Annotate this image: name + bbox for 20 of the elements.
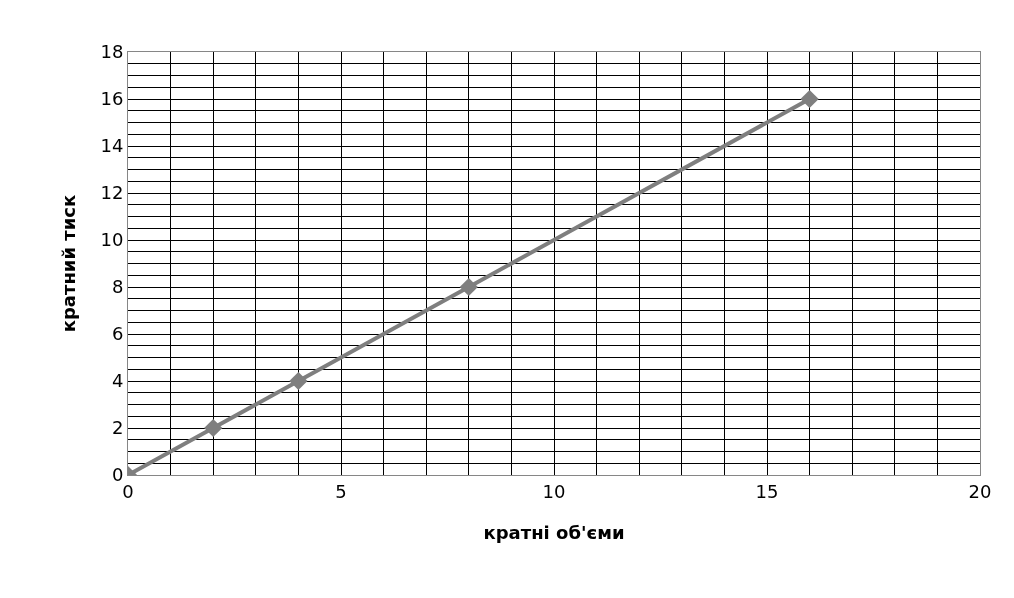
point xyxy=(800,89,819,109)
y-tick-label: 0 xyxy=(111,464,124,486)
x-axis-title: кратні об'єми xyxy=(483,521,625,543)
y-tick-label: 8 xyxy=(111,276,124,298)
x-tick-label: 15 xyxy=(755,480,779,502)
point xyxy=(204,418,223,438)
y-tick-label: 2 xyxy=(111,417,124,439)
y-tick-label: 4 xyxy=(111,370,124,392)
x-tick-label: 10 xyxy=(542,480,566,502)
y-tick-label: 16 xyxy=(100,88,124,110)
y-tick-label: 6 xyxy=(111,323,124,345)
y-tick-label: 14 xyxy=(100,135,124,157)
y-axis-title: кратний тиск xyxy=(57,194,79,333)
point xyxy=(289,371,308,391)
x-tick-label: 20 xyxy=(968,480,992,502)
y-tick-label: 18 xyxy=(100,41,124,63)
y-tick-label: 10 xyxy=(100,229,124,251)
point xyxy=(459,277,478,297)
x-tick-label: 5 xyxy=(335,480,347,502)
y-tick-label: 12 xyxy=(100,182,124,204)
